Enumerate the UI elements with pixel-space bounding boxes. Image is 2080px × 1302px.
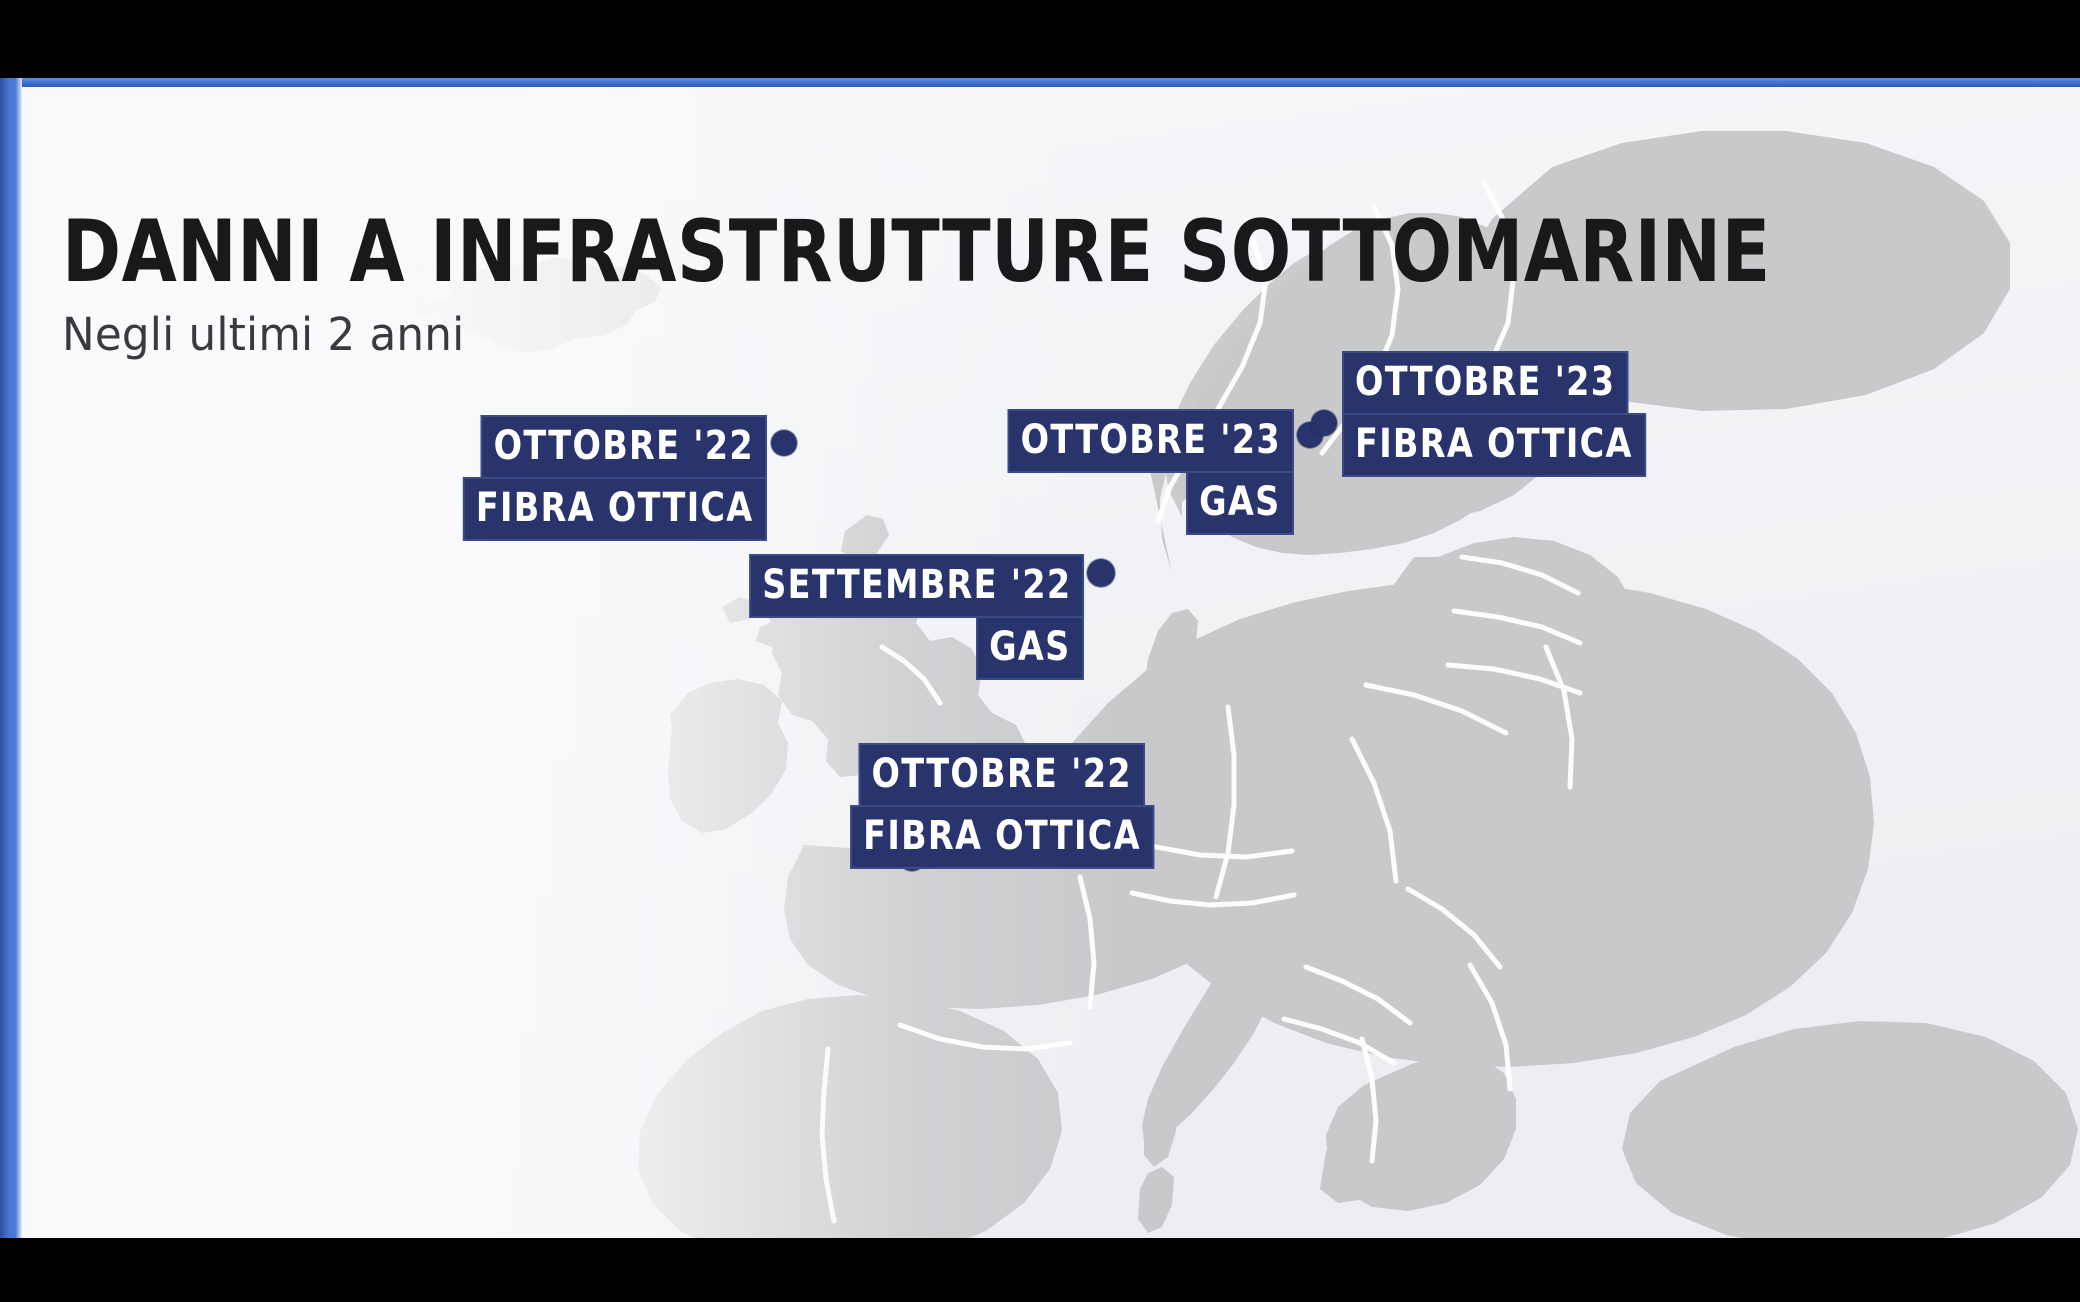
- marker-shetland-line-2: FIBRA OTTICA: [463, 477, 767, 541]
- marker-nord-stream-line-1: SETTEMBRE '22: [748, 554, 1084, 618]
- map-dot-shetland[interactable]: [771, 430, 797, 456]
- markers-layer: OTTOBRE '22 FIBRA OTTICA OTTOBRE '23 GAS OTT…: [22, 87, 2080, 1238]
- marker-marseille-label[interactable]: OTTOBRE '22 FIBRA OTTICA: [839, 743, 1166, 869]
- frame-accent-left: [0, 78, 22, 1238]
- map-dot-gulf-of-finland[interactable]: [1311, 410, 1337, 436]
- marker-gulf-of-finland-line-1: OTTOBRE '23: [1342, 351, 1629, 415]
- marker-baltic-gas-label[interactable]: OTTOBRE '23 GAS: [986, 409, 1294, 535]
- marker-marseille-line-2: FIBRA OTTICA: [850, 805, 1154, 869]
- letterbox-top: [0, 0, 2080, 78]
- marker-shetland-label[interactable]: OTTOBRE '22 FIBRA OTTICA: [440, 415, 767, 541]
- frame-accent-top: [0, 78, 2080, 87]
- marker-shetland-line-1: OTTOBRE '22: [480, 415, 767, 479]
- marker-marseille-line-1: OTTOBRE '22: [858, 743, 1146, 807]
- map-stage: DANNI A INFRASTRUTTURE SOTTOMARINE Negli…: [22, 87, 2080, 1238]
- marker-baltic-gas-line-2: GAS: [1186, 471, 1294, 535]
- marker-gulf-of-finland-label[interactable]: OTTOBRE '23 FIBRA OTTICA: [1342, 351, 1669, 477]
- letterbox-bottom: [0, 1238, 2080, 1302]
- marker-nord-stream-label[interactable]: SETTEMBRE '22 GAS: [724, 554, 1084, 680]
- marker-nord-stream-line-2: GAS: [976, 616, 1084, 680]
- marker-gulf-of-finland-line-2: FIBRA OTTICA: [1342, 413, 1646, 477]
- map-dot-nord-stream[interactable]: [1087, 559, 1115, 587]
- marker-baltic-gas-line-1: OTTOBRE '23: [1007, 409, 1294, 473]
